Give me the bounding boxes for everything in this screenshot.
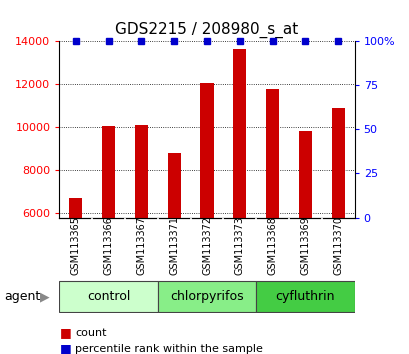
Text: ■: ■ [59,326,71,339]
Text: chlorpyrifos: chlorpyrifos [170,290,243,303]
Bar [167,153,180,218]
Bar [331,108,344,218]
Bar [102,126,115,218]
Text: GSM113366: GSM113366 [103,216,113,275]
Text: GSM113368: GSM113368 [267,216,277,275]
Text: control: control [87,290,130,303]
Bar [298,131,311,218]
Text: GSM113365: GSM113365 [71,216,81,275]
Text: agent: agent [4,290,40,303]
Text: GSM113369: GSM113369 [300,216,310,275]
Text: GSM113367: GSM113367 [136,216,146,275]
Bar [69,198,82,218]
Bar [135,125,148,218]
Text: GSM113371: GSM113371 [169,216,179,275]
Text: count: count [75,328,106,338]
Bar [200,83,213,218]
Text: GSM113372: GSM113372 [202,216,211,275]
Bar [265,89,279,218]
Bar [157,281,256,312]
Text: GSM113373: GSM113373 [234,216,244,275]
Text: percentile rank within the sample: percentile rank within the sample [75,344,262,354]
Title: GDS2215 / 208980_s_at: GDS2215 / 208980_s_at [115,22,298,38]
Bar [256,281,354,312]
Bar [59,281,157,312]
Text: ▶: ▶ [40,290,49,303]
Text: GSM113370: GSM113370 [333,216,342,275]
Bar [233,49,246,218]
Text: ■: ■ [59,342,71,354]
Text: cyfluthrin: cyfluthrin [275,290,335,303]
